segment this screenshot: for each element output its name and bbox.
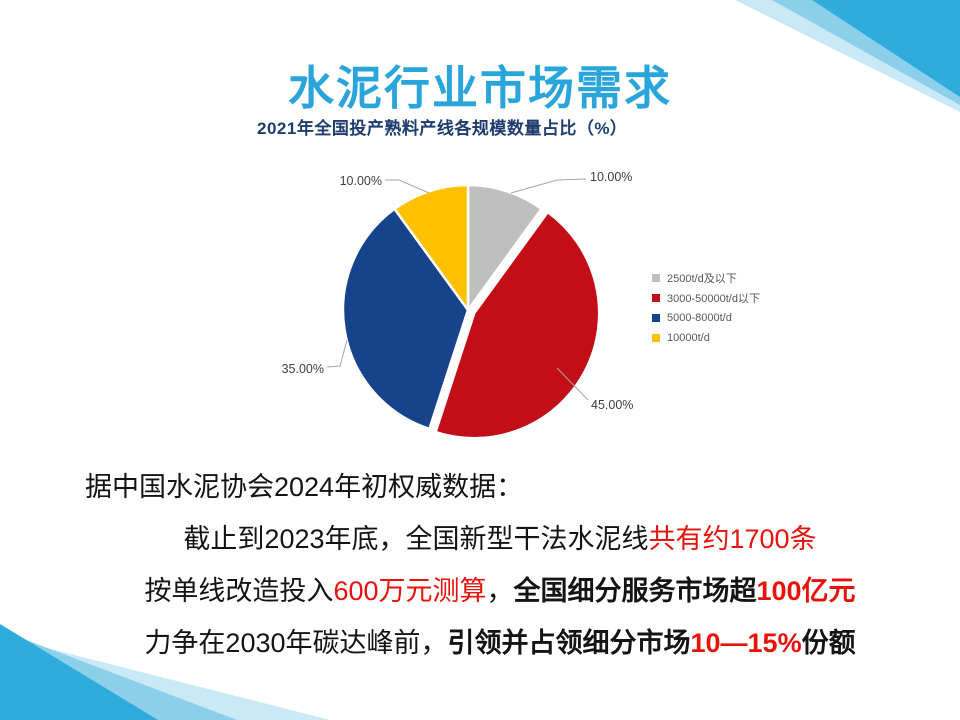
corner-decor-bottom-left-dark <box>0 624 158 720</box>
legend-swatch-icon <box>652 314 660 322</box>
data-label-leader-line <box>556 367 589 401</box>
body-text-segment: ， <box>486 576 514 606</box>
legend-label: 3000-50000t/d以下 <box>667 293 760 305</box>
body-text-segment: 按单线改造投入 <box>144 576 334 606</box>
pie-slice-1 <box>466 183 543 312</box>
body-text-segment: 共有约1700条 <box>648 524 817 554</box>
slide-title: 水泥行业市场需求 <box>288 62 672 114</box>
body-line-4: 力争在2030年碳达峰前，引领并占领细分市场10—15%份额 <box>60 617 940 669</box>
body-line-3: 按单线改造投入600万元测算，全国细分服务市场超100亿元 <box>60 565 940 617</box>
body-text-segment: 据中国水泥协会2024年初权威数据： <box>85 472 524 502</box>
data-label-leader-line <box>326 339 348 368</box>
body-text-segment: 600万元测算 <box>333 576 487 606</box>
legend-item: 5000-8000t/d <box>652 308 760 328</box>
body-line-2: 截止到2023年底，全国新型干法水泥线共有约1700条 <box>60 513 940 565</box>
pie-data-label: 35.00% <box>282 362 324 376</box>
legend-label: 10000t/d <box>667 332 710 344</box>
legend-swatch-icon <box>652 294 660 302</box>
legend-label: 2500t/d及以下 <box>667 273 737 285</box>
legend-item: 10000t/d <box>652 328 760 348</box>
data-label-leader-line <box>385 179 430 194</box>
pie-data-label: 45.00% <box>591 398 633 412</box>
chart-title: 2021年全国投产熟料产线各规模数量占比（%） <box>257 119 628 138</box>
body-text-segment: 截止到2023年底，全国新型干法水泥线 <box>183 524 649 554</box>
data-label-leader-line <box>510 178 587 194</box>
legend-swatch-icon <box>652 274 660 282</box>
body-text-segment: 全国细分服务市场超 <box>513 576 757 606</box>
body-text-segment: 力争在2030年碳达峰前， <box>144 628 448 658</box>
legend-item: 2500t/d及以下 <box>652 268 760 288</box>
body-text-block: 据中国水泥协会2024年初权威数据： 截止到2023年底，全国新型干法水泥线共有约… <box>60 461 940 669</box>
body-text-segment: 10—15% <box>690 628 802 658</box>
chart-legend: 2500t/d及以下 3000-50000t/d以下 5000-8000t/d 100… <box>652 268 760 348</box>
legend-swatch-icon <box>652 334 660 342</box>
pie-data-label: 10.00% <box>590 170 632 184</box>
body-text-segment: 引领并占领细分市场 <box>447 628 691 658</box>
legend-label: 5000-8000t/d <box>667 312 732 324</box>
pie-slice-3 <box>341 207 470 431</box>
pie-slice-2 <box>434 210 601 440</box>
pie-data-label: 10.00% <box>340 174 382 188</box>
body-text-segment: 份额 <box>801 628 856 658</box>
pie-slice-4 <box>393 183 470 312</box>
corner-decor-top-right-dark <box>812 0 960 97</box>
body-text-segment: 100亿元 <box>756 576 856 606</box>
legend-item: 3000-50000t/d以下 <box>652 288 760 308</box>
body-line-1: 据中国水泥协会2024年初权威数据： <box>60 461 940 513</box>
